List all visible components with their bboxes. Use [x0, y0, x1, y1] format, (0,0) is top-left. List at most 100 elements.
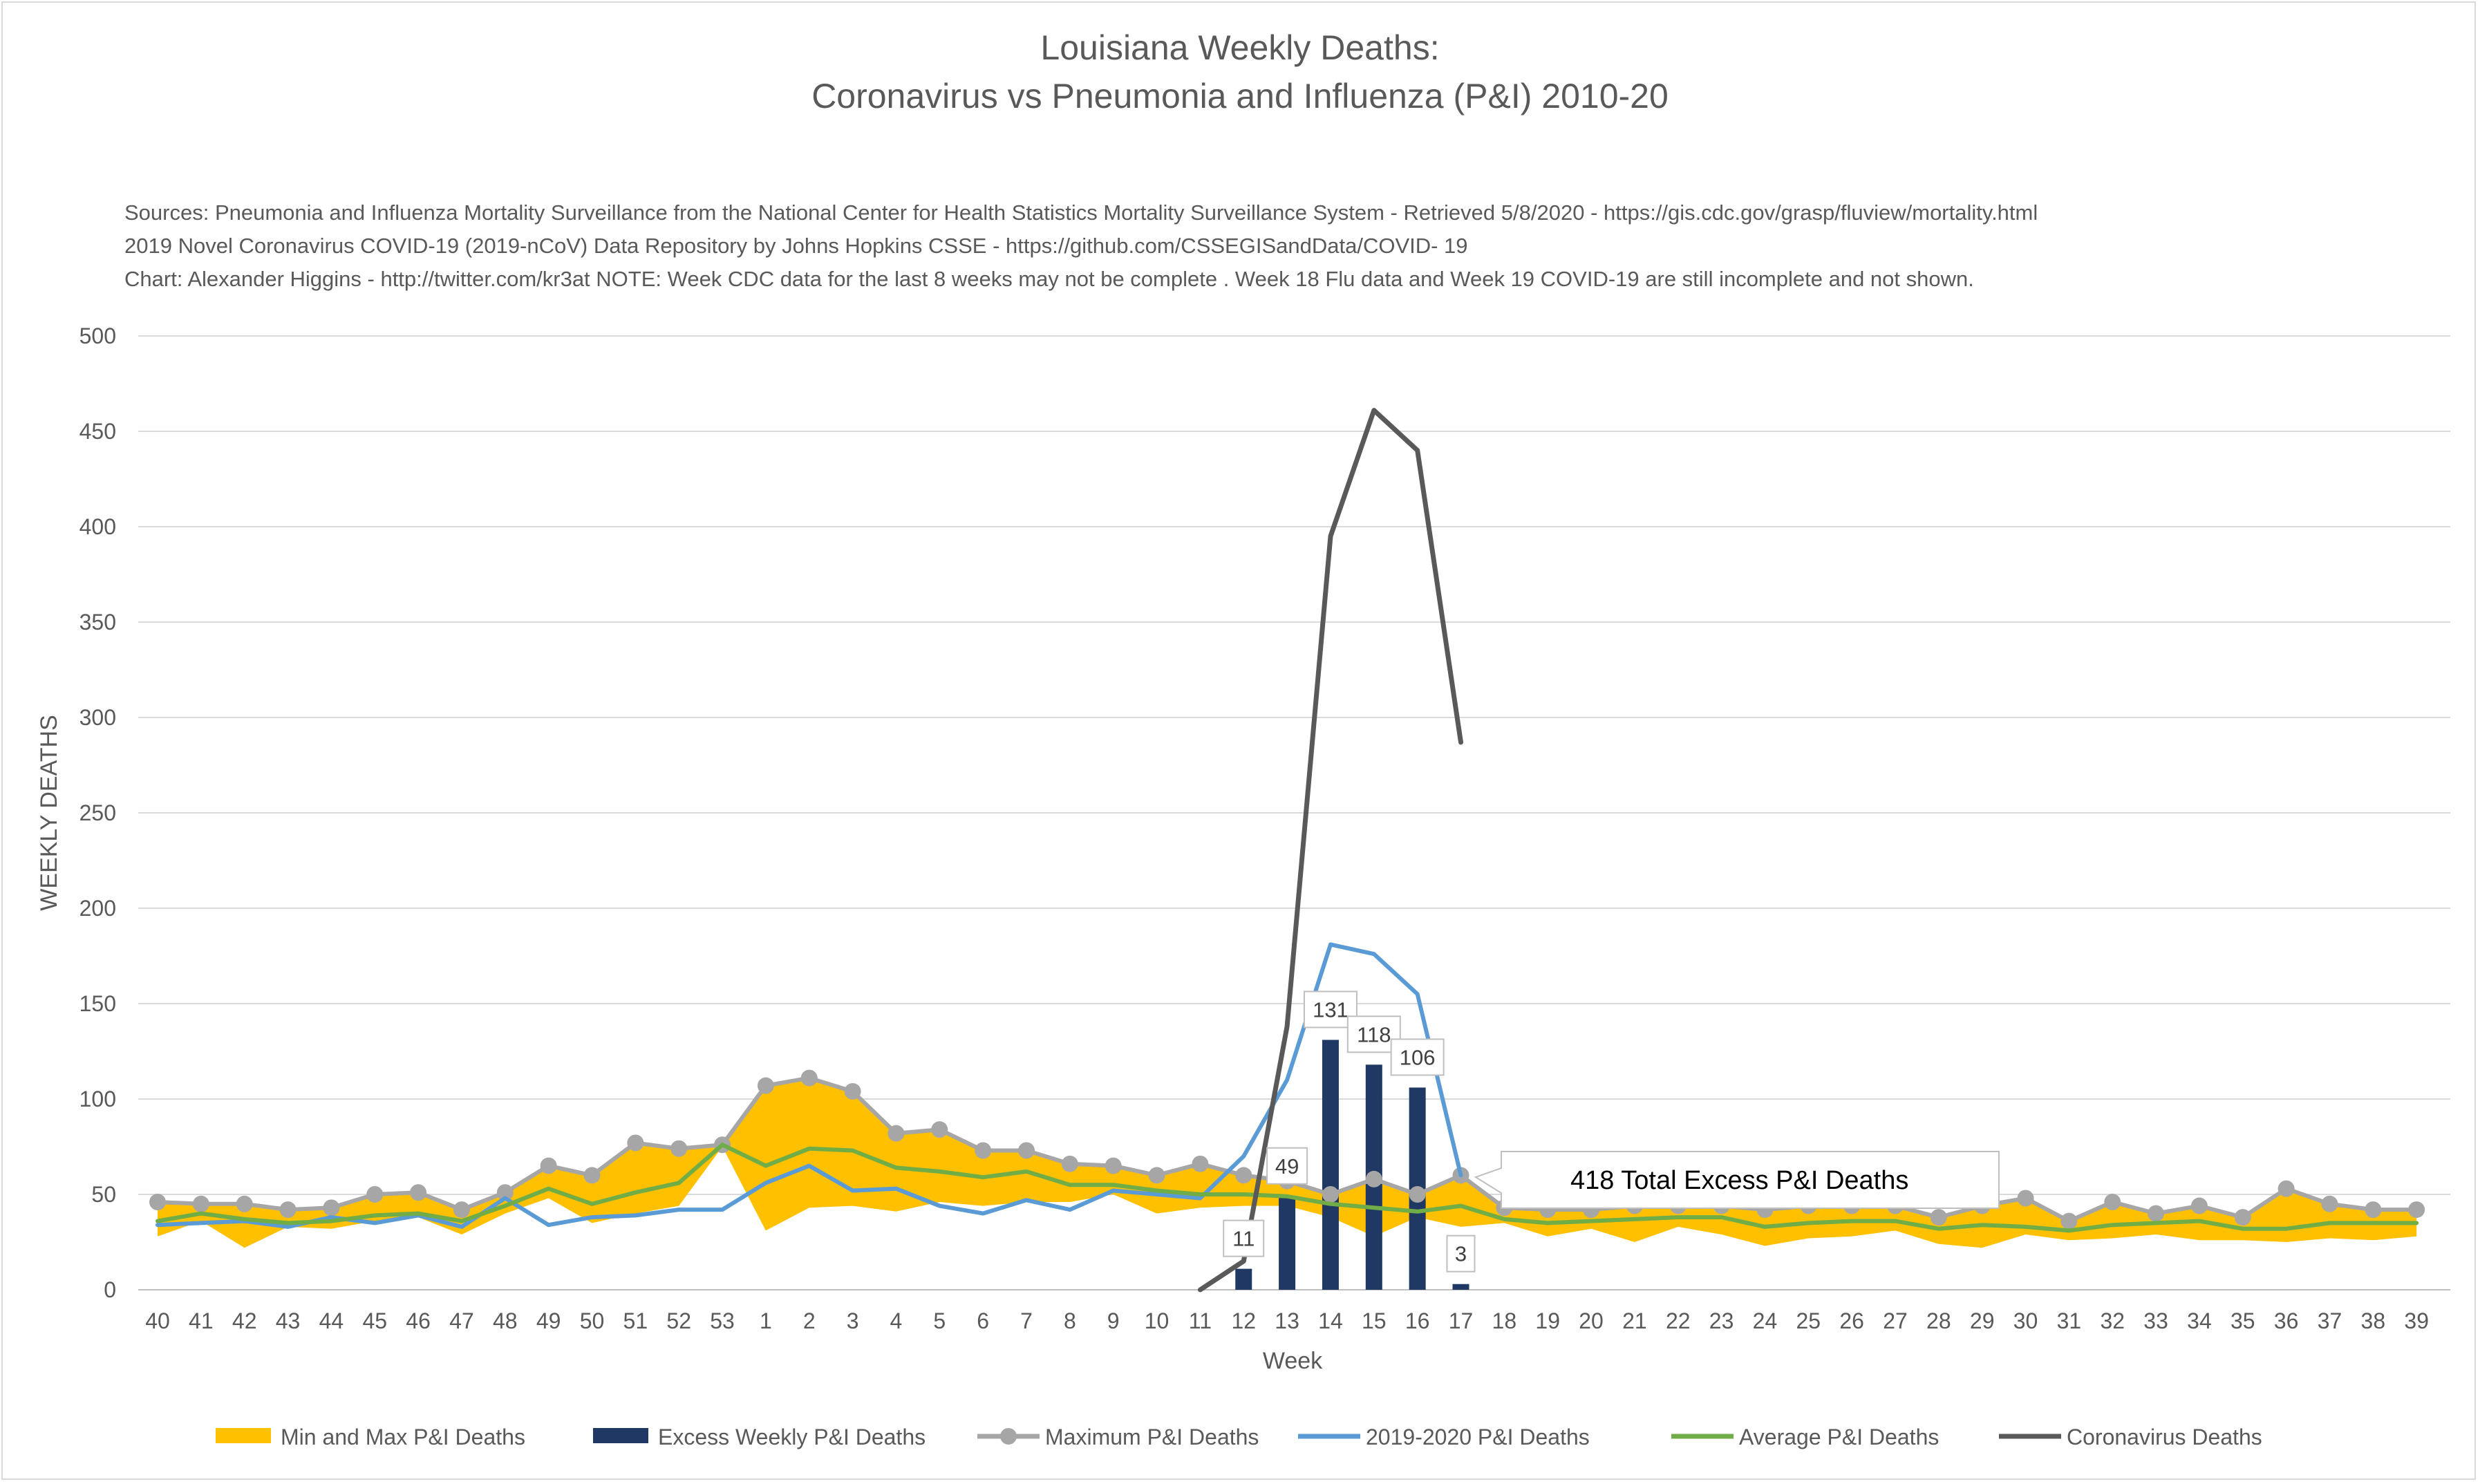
x-tick-label: 33: [2143, 1308, 2168, 1333]
bar-data-label-box: [1390, 1038, 1445, 1076]
maximum-marker: [844, 1082, 861, 1100]
legend-item: Min and Max P&I Deaths: [216, 1425, 525, 1449]
maximum-marker: [1322, 1186, 1339, 1203]
x-tick-label: 16: [1405, 1308, 1430, 1333]
y-axis-title: WEEKLY DEATHS: [36, 715, 62, 910]
x-tick-label: 7: [1020, 1308, 1033, 1333]
legend-label: Average P&I Deaths: [1739, 1425, 1939, 1449]
y-tick-label: 100: [79, 1087, 116, 1111]
x-tick-label: 2: [803, 1308, 816, 1333]
y-tick-label: 200: [79, 896, 116, 921]
maximum-marker: [627, 1134, 644, 1152]
maximum-marker: [931, 1121, 948, 1138]
maximum-marker: [1235, 1167, 1252, 1184]
legend-item: Coronavirus Deaths: [1999, 1425, 2262, 1449]
y-tick-label: 450: [79, 419, 116, 444]
maximum-marker: [2277, 1180, 2295, 1197]
x-tick-label: 45: [362, 1308, 387, 1333]
x-tick-label: 52: [666, 1308, 691, 1333]
x-tick-label: 25: [1796, 1308, 1821, 1333]
excess-callout: 418 Total Excess P&I Deaths: [1474, 1151, 2000, 1209]
maximum-marker: [2190, 1197, 2208, 1214]
maximum-marker: [975, 1142, 992, 1159]
maximum-marker: [453, 1201, 470, 1219]
x-tick-label: 39: [2404, 1308, 2429, 1333]
x-tick-label: 20: [1579, 1308, 1604, 1333]
maximum-marker: [2321, 1195, 2338, 1212]
maximum-marker: [757, 1077, 774, 1094]
y-tick-label: 400: [79, 514, 116, 539]
x-tick-label: 18: [1492, 1308, 1517, 1333]
maximum-marker: [1105, 1157, 1122, 1174]
2019-2020-p-i-deathsline: [156, 942, 1463, 1229]
x-tick-label: 9: [1107, 1308, 1120, 1333]
legend-item: Excess Weekly P&I Deaths: [593, 1425, 926, 1449]
legend-swatch: [593, 1428, 648, 1443]
bar-data-label: 11: [1232, 1227, 1255, 1251]
x-tick-label: 24: [1753, 1308, 1778, 1333]
y-tick-label: 150: [79, 991, 116, 1016]
x-tick-label: 48: [493, 1308, 518, 1333]
maximum-marker: [2408, 1201, 2425, 1219]
maximum-marker: [149, 1194, 166, 1211]
bar-data-label: 131: [1313, 997, 1349, 1022]
maximum-marker: [2234, 1209, 2251, 1226]
maximum-marker: [366, 1186, 384, 1203]
bar-data-label: 106: [1400, 1045, 1436, 1069]
excess-bar: [1322, 1040, 1339, 1290]
x-tick-label: 38: [2361, 1308, 2386, 1333]
bar-data-label-box: [1303, 990, 1358, 1029]
x-tick-label: 51: [623, 1308, 648, 1333]
legend-item: Average P&I Deaths: [1671, 1425, 1939, 1449]
bar-data-label: 118: [1357, 1022, 1391, 1046]
x-axis-title: Week: [1263, 1348, 1323, 1374]
x-tick-label: 37: [2318, 1308, 2342, 1333]
x-tick-label: 4: [890, 1308, 903, 1333]
x-tick-label: 50: [580, 1308, 605, 1333]
maximum-marker: [540, 1157, 557, 1174]
x-tick-label: 44: [319, 1308, 344, 1333]
maximum-marker: [1192, 1155, 1209, 1172]
maximum-marker: [236, 1195, 253, 1212]
x-tick-label: 1: [760, 1308, 772, 1333]
x-tick-label: 13: [1275, 1308, 1299, 1333]
bar-data-label-box: [1266, 1147, 1308, 1185]
x-tick-label: 19: [1535, 1308, 1560, 1333]
x-tick-label: 3: [847, 1308, 859, 1333]
source-line-3: Chart: Alexander Higgins - http://twitte…: [124, 267, 1974, 291]
chart-title-line-2: Coronavirus vs Pneumonia and Influenza (…: [811, 77, 1669, 115]
x-tick-label: 46: [406, 1308, 431, 1333]
x-tick-label: 31: [2057, 1308, 2082, 1333]
x-tick-label: 43: [276, 1308, 301, 1333]
x-tick-label: 34: [2187, 1308, 2212, 1333]
maximum-marker: [800, 1069, 818, 1087]
legend-label: Maximum P&I Deaths: [1045, 1425, 1259, 1449]
excess-callout-text: 418 Total Excess P&I Deaths: [1570, 1166, 1908, 1195]
maximum-marker: [323, 1199, 340, 1217]
x-tick-label: 35: [2230, 1308, 2255, 1333]
maximum-marker: [583, 1167, 601, 1184]
x-tick-label: 32: [2100, 1308, 2125, 1333]
x-tick-label: 21: [1622, 1308, 1647, 1333]
maximum-marker: [496, 1184, 514, 1201]
maximum-marker: [2060, 1212, 2078, 1230]
excess-callout-box: [1474, 1151, 2000, 1209]
source-line-1: Sources: Pneumonia and Influenza Mortali…: [124, 200, 2038, 225]
legend-label: Coronavirus Deaths: [2067, 1425, 2262, 1449]
x-tick-label: 41: [189, 1308, 214, 1333]
x-tick-label: 28: [1926, 1308, 1951, 1333]
maximum-marker: [1409, 1186, 1426, 1203]
bar-data-label-box: [1223, 1219, 1265, 1257]
x-tick-label: 10: [1145, 1308, 1169, 1333]
x-tick-label: 6: [977, 1308, 989, 1333]
y-tick-label: 250: [79, 800, 116, 825]
maximum-marker: [1148, 1167, 1165, 1184]
x-tick-label: 14: [1318, 1308, 1343, 1333]
y-tick-label: 500: [79, 323, 116, 348]
legend-label: 2019-2020 P&I Deaths: [1366, 1425, 1590, 1449]
maximum-marker: [2148, 1205, 2165, 1222]
bar-data-label-box: [1446, 1234, 1476, 1272]
maximum-marker: [2017, 1190, 2034, 1207]
